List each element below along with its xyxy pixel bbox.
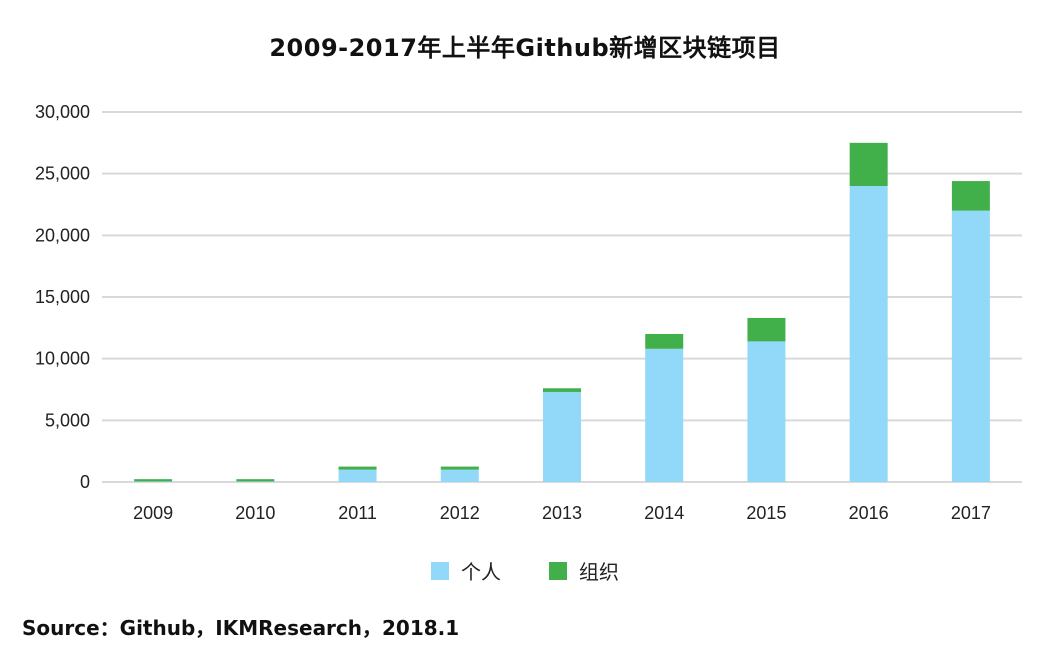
y-tick-label: 10,000 [35, 349, 90, 369]
bar-organization [645, 334, 684, 349]
y-tick-label: 0 [80, 472, 90, 492]
x-tick-label: 2014 [644, 503, 684, 523]
chart-legend: 个人 组织 [0, 556, 1050, 585]
bar-organization [236, 479, 275, 482]
y-tick-label: 30,000 [35, 102, 90, 122]
x-tick-label: 2017 [951, 503, 991, 523]
legend-label-individual: 个人 [461, 560, 501, 584]
bar-individual [543, 391, 581, 482]
bar-individual [747, 341, 786, 482]
bar-individual [951, 210, 990, 482]
legend-item-organization: 组织 [549, 556, 619, 585]
x-tick-label: 2015 [746, 503, 786, 523]
x-tick-label: 2013 [542, 503, 582, 523]
x-tick-label: 2009 [133, 503, 173, 523]
bar-individual [645, 348, 684, 482]
bar-organization [543, 388, 581, 392]
bar-individual [849, 186, 888, 482]
bar-individual [440, 469, 479, 482]
bar-individual [134, 481, 173, 482]
bar-organization [338, 466, 377, 470]
x-tick-label: 2010 [235, 503, 275, 523]
bar-individual [338, 469, 377, 482]
chart-title: 2009-2017年上半年Github新增区块链项目 [269, 34, 781, 62]
legend-item-individual: 个人 [431, 556, 501, 585]
x-tick-label: 2012 [440, 503, 480, 523]
bar-individual [236, 481, 275, 482]
y-tick-label: 25,000 [35, 164, 90, 184]
legend-swatch-organization [549, 561, 567, 580]
bar-organization [951, 181, 990, 211]
source-note: Source：Github，IKMResearch，2018.1 [22, 616, 460, 640]
bar-organization [747, 317, 786, 342]
x-tick-label: 2011 [338, 503, 377, 523]
y-tick-label: 20,000 [35, 225, 90, 245]
legend-label-organization: 组织 [579, 560, 619, 584]
y-tick-label: 15,000 [35, 287, 90, 307]
bar-organization [134, 479, 173, 482]
bar-organization [849, 142, 888, 186]
y-tick-label: 5,000 [45, 410, 90, 430]
legend-swatch-individual [431, 561, 449, 580]
x-tick-label: 2016 [849, 503, 889, 523]
bar-organization [440, 466, 479, 470]
